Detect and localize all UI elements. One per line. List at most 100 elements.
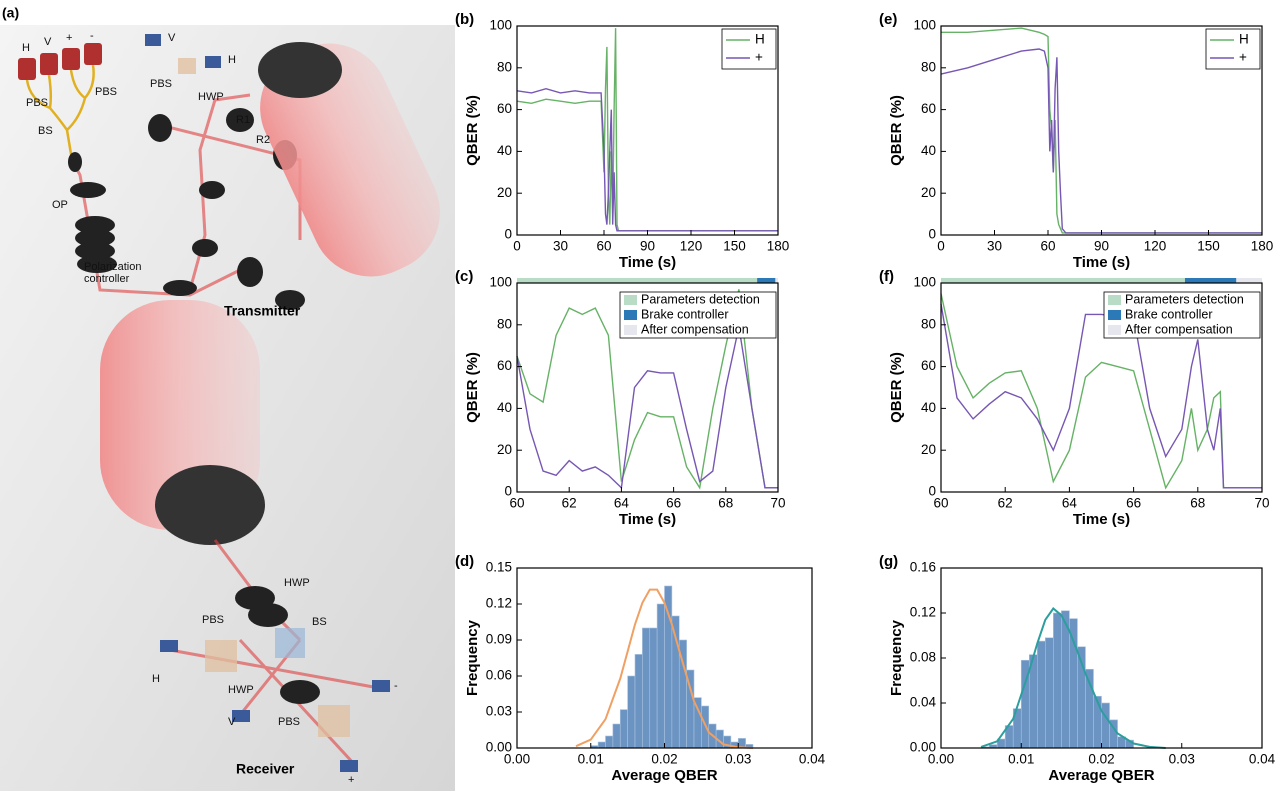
region-strip xyxy=(1184,278,1237,283)
histogram-bar xyxy=(656,603,665,749)
y-tick-label: 0.03 xyxy=(486,704,512,719)
sources xyxy=(18,43,102,80)
legend-label: H xyxy=(1239,32,1249,47)
histogram-bar xyxy=(1061,610,1070,749)
optics xyxy=(68,108,305,310)
y-tick-label: 100 xyxy=(913,275,936,290)
x-tick-label: 0.01 xyxy=(578,752,604,767)
x-tick-label: 0.04 xyxy=(799,752,826,767)
detectors xyxy=(160,640,390,772)
x-tick-label: 0.02 xyxy=(1088,752,1114,767)
x-tick-label: 68 xyxy=(1190,496,1205,511)
diagram-label: PBS xyxy=(278,716,300,728)
legend-box xyxy=(1205,28,1261,70)
x-tick-label: 0.02 xyxy=(651,752,677,767)
legend-label: Parameters detection xyxy=(1125,292,1244,306)
y-tick-label: 60 xyxy=(497,358,512,373)
y-tick-label: 80 xyxy=(921,59,936,74)
diagram-label: + xyxy=(348,774,354,786)
x-tick-label: 70 xyxy=(770,496,785,511)
diagram-title: Receiver xyxy=(236,761,295,777)
y-tick-label: 0.16 xyxy=(910,560,936,575)
y-tick-label: 0.00 xyxy=(486,740,512,755)
detector xyxy=(145,34,161,46)
diagram-label: PBS xyxy=(95,86,117,98)
y-tick-label: 0.09 xyxy=(486,632,512,647)
panel-label: (a) xyxy=(2,5,19,21)
diagram-label: R2 xyxy=(256,134,270,146)
legend-box xyxy=(721,28,777,70)
diagram-label: controller xyxy=(84,273,130,285)
data-line xyxy=(516,326,778,490)
pbs-cube xyxy=(318,705,350,737)
x-tick-label: 68 xyxy=(718,496,733,511)
legend-label: + xyxy=(1239,50,1247,65)
histogram-bar xyxy=(619,709,628,749)
fit-curve xyxy=(980,607,1166,749)
legend-swatch xyxy=(624,295,637,305)
legend-swatch xyxy=(1108,310,1121,320)
region-strip xyxy=(941,278,1185,283)
diagram-label: V xyxy=(168,32,176,44)
x-tick-label: 0 xyxy=(513,239,521,254)
diagram-title: Transmitter xyxy=(224,303,301,319)
y-tick-label: 60 xyxy=(921,101,936,116)
panel-label: (b) xyxy=(455,11,474,28)
y-tick-label: 0 xyxy=(504,227,512,242)
legend-label: Brake controller xyxy=(641,307,729,321)
region-strip xyxy=(775,278,778,283)
diagram: (a) H V + - PBS PBS BS OP Polarization c… xyxy=(0,5,455,791)
legend-label: Brake controller xyxy=(1125,307,1213,321)
diagram-label: PBS xyxy=(26,97,48,109)
x-tick-label: 90 xyxy=(640,239,655,254)
y-tick-label: 100 xyxy=(913,18,936,33)
histogram-bar xyxy=(597,741,606,749)
y-tick-label: 0.04 xyxy=(910,695,937,710)
diagram-label: V xyxy=(44,36,52,48)
legend-label: Parameters detection xyxy=(641,292,760,306)
x-tick-label: 60 xyxy=(509,496,524,511)
x-axis-title: Average QBER xyxy=(611,767,717,784)
legend-label: After compensation xyxy=(1125,322,1233,336)
bs-cube xyxy=(275,628,305,658)
panel-label: (d) xyxy=(455,553,474,570)
x-tick-label: 30 xyxy=(987,239,1002,254)
diagram-label: H xyxy=(152,673,160,685)
histogram-bar xyxy=(1101,702,1110,749)
x-tick-label: 0.03 xyxy=(1169,752,1195,767)
legend-box xyxy=(619,291,777,339)
x-tick-label: 0 xyxy=(937,239,945,254)
x-tick-label: 0.03 xyxy=(725,752,751,767)
chart: 0 30 60 90 120 150 180 0 20 40 60 80 100 Time (s) QBER… xyxy=(455,11,789,271)
y-axis-title: Frequency xyxy=(464,619,481,696)
histogram-bar xyxy=(1037,640,1046,749)
x-tick-label: 60 xyxy=(933,496,948,511)
diagram-label: OP xyxy=(52,199,68,211)
y-tick-label: 0.15 xyxy=(486,560,512,575)
chart: 60 62 64 66 68 70 0 20 40 60 80 100 Time (s) QBER (%)… xyxy=(879,268,1270,528)
x-axis-title: Average QBER xyxy=(1048,767,1154,784)
x-tick-label: 0.00 xyxy=(504,752,530,767)
histogram-bar xyxy=(1045,637,1054,749)
diagram-label: Polarization xyxy=(84,261,141,273)
legend-swatch xyxy=(1108,295,1121,305)
data-line xyxy=(516,87,778,232)
y-tick-label: 0.08 xyxy=(910,650,936,665)
chart: 0 30 60 90 120 150 180 0 20 40 60 80 100 Time (s) QBER… xyxy=(879,11,1273,271)
detector xyxy=(205,56,221,68)
telescope xyxy=(260,43,440,277)
y-tick-label: 0.12 xyxy=(910,605,936,620)
x-axis-title: Time (s) xyxy=(1073,511,1130,528)
telescope-mirror xyxy=(258,42,342,98)
panel-label: (g) xyxy=(879,553,898,570)
legend-swatch xyxy=(1108,325,1121,335)
legend-box xyxy=(1103,291,1261,339)
region-strip xyxy=(1236,278,1262,283)
x-axis-title: Time (s) xyxy=(619,511,676,528)
x-tick-label: 150 xyxy=(723,239,746,254)
chart: 0.00 0.01 0.02 0.03 0.04 0.00 0.04 0.08 0.12 0.16… xyxy=(879,553,1276,784)
x-tick-label: 180 xyxy=(767,239,790,254)
diagram-label: PBS xyxy=(150,78,172,90)
